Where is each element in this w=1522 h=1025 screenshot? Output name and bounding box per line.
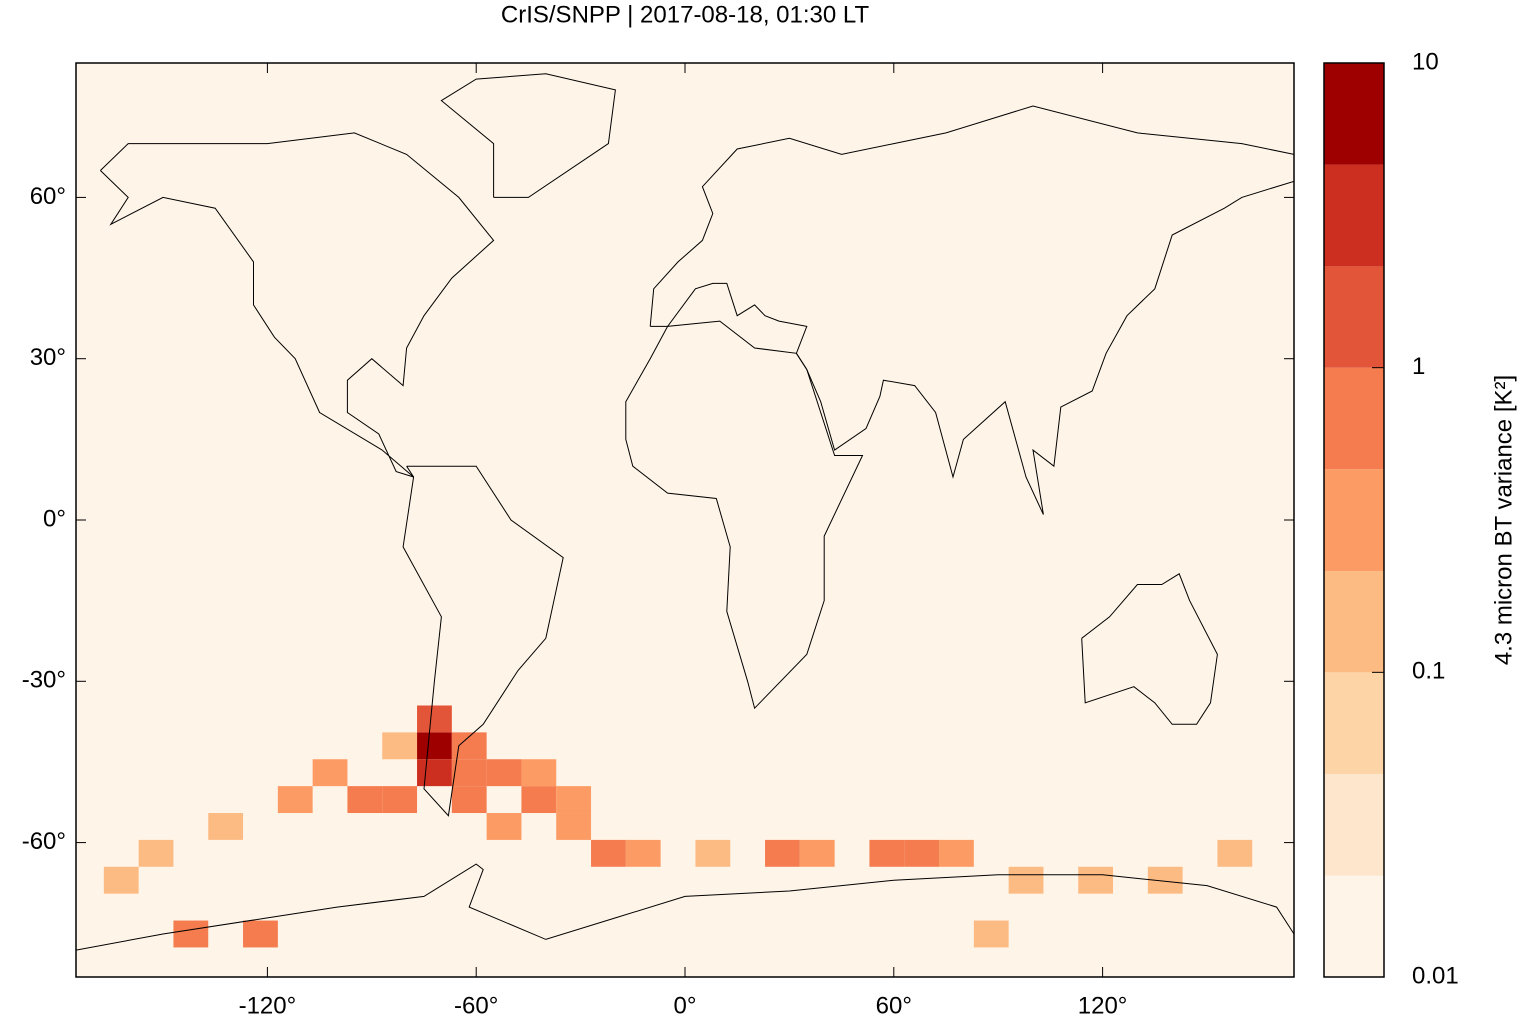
field-cell <box>138 839 174 867</box>
colorbar-band <box>1324 875 1384 977</box>
colorbar-tick-label: 0.01 <box>1412 962 1459 989</box>
field-cell <box>486 759 522 787</box>
field-cell <box>173 920 209 948</box>
colorbar-band <box>1324 773 1384 876</box>
coastline <box>100 132 495 478</box>
field-cell <box>208 813 244 840</box>
colorbar-tick-label: 1 <box>1412 353 1425 380</box>
y-tick-label: 30° <box>30 344 66 371</box>
field-cell <box>973 920 1009 948</box>
field-cell <box>521 786 557 814</box>
field-cell <box>103 866 139 894</box>
y-tick-label: -30° <box>22 667 66 694</box>
colorbar-band <box>1324 164 1384 267</box>
field-cell <box>625 839 661 867</box>
field-cell <box>765 839 800 867</box>
chart-title: CrIS/SNPP | 2017-08-18, 01:30 LT <box>501 1 870 28</box>
field-cell <box>939 839 974 867</box>
x-tick-label: -120° <box>239 992 297 1019</box>
colorbar-tick-label: 0.1 <box>1412 658 1445 685</box>
field-cell <box>486 813 522 840</box>
coastlines <box>76 73 1294 951</box>
colorbar-band <box>1324 367 1384 470</box>
coastline <box>649 105 1294 515</box>
field-cell <box>417 732 452 760</box>
x-tick-label: 60° <box>876 992 912 1019</box>
coastline <box>76 863 1294 951</box>
field-cell <box>521 759 557 787</box>
colorbar-band <box>1324 266 1384 368</box>
x-tick-label: 120° <box>1078 992 1128 1019</box>
coastline <box>625 320 864 710</box>
field-cell <box>904 839 940 867</box>
field-cell <box>312 759 348 787</box>
y-tick-label: -60° <box>22 828 66 855</box>
field-cell <box>869 839 905 867</box>
colorbar-label: 4.3 micron BT variance [K²] <box>1490 375 1517 665</box>
field-cell <box>347 786 383 814</box>
colorbar-band <box>1324 672 1384 774</box>
field-cell <box>417 705 452 733</box>
x-tick-label: -60° <box>454 992 498 1019</box>
y-tick-label: 60° <box>30 183 66 210</box>
map-background <box>76 63 1294 977</box>
field-cell <box>591 839 626 867</box>
field-cell <box>799 839 835 867</box>
field-cell <box>417 759 452 787</box>
field-cell <box>243 920 278 948</box>
field-cell <box>1078 866 1114 894</box>
colorbar-frame <box>1323 62 1385 978</box>
field-cell <box>451 759 487 787</box>
field-cell <box>277 786 313 814</box>
field-cell <box>382 786 418 814</box>
field-cell <box>1008 866 1044 894</box>
colorbar-band <box>1324 469 1384 572</box>
field-cell <box>556 786 592 814</box>
y-tick-label: 0° <box>43 505 66 532</box>
map-field <box>76 63 1294 977</box>
coastline <box>440 73 616 198</box>
field-cell <box>382 732 418 760</box>
coastline <box>402 465 564 817</box>
field-cell <box>695 839 731 867</box>
colorbar-tick-label: 10 <box>1412 48 1439 75</box>
coastline <box>1081 573 1218 725</box>
field-cell <box>556 813 592 840</box>
colorbar: 0.01 0.1 1 10 <box>1323 48 1459 989</box>
x-tick-label: 0° <box>674 992 697 1019</box>
field-cell <box>451 786 487 814</box>
colorbar-band <box>1324 571 1384 673</box>
colorbar-band <box>1324 63 1384 165</box>
field-cell <box>1217 839 1253 867</box>
